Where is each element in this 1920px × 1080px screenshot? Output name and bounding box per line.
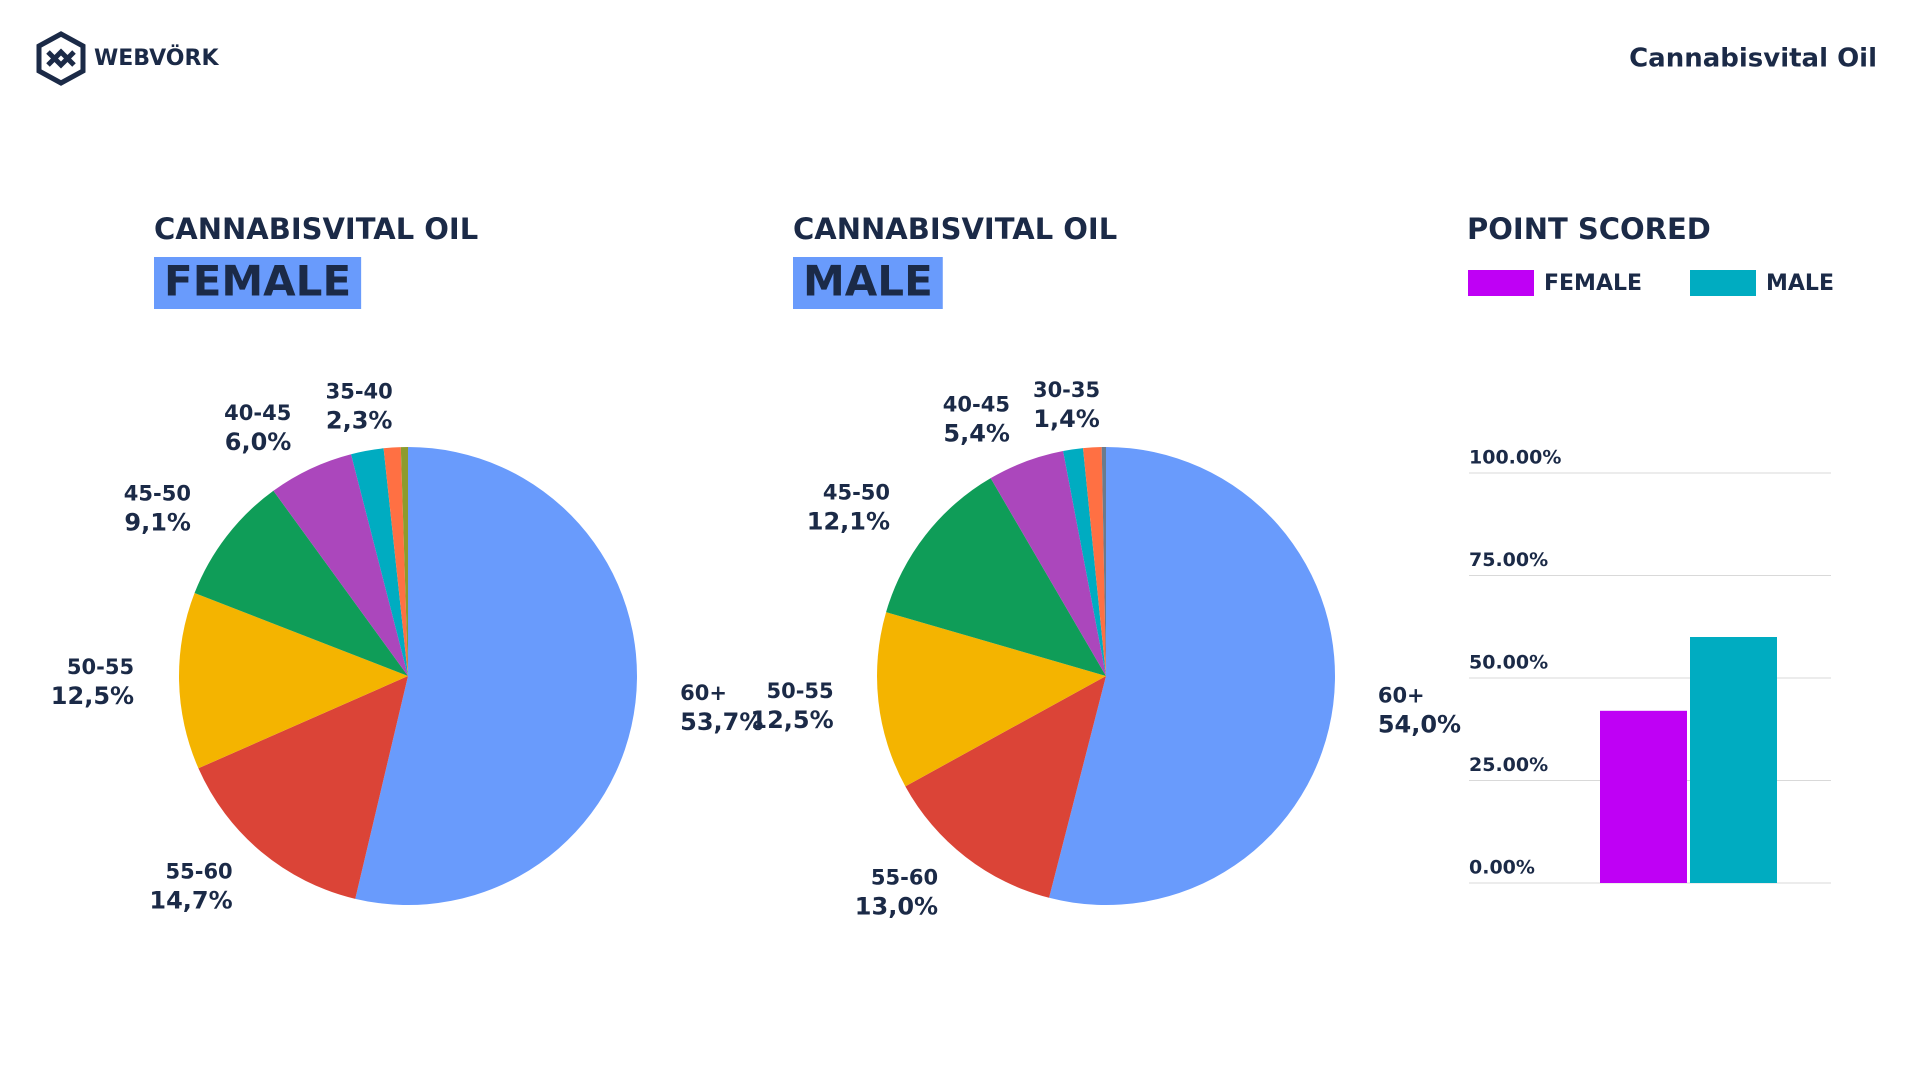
logo-text: WEBVÖRK — [94, 45, 219, 71]
slice-category: 35-40 — [326, 379, 393, 403]
slice-value-label: 54,0% — [1378, 710, 1461, 738]
slice-category: 45-50 — [124, 482, 191, 506]
slice-value-label: 53,7% — [680, 708, 763, 736]
slice-category: 55-60 — [871, 866, 938, 890]
bar — [1690, 637, 1777, 883]
pie-slice — [198, 676, 408, 899]
subtitle-box — [793, 257, 943, 309]
slice-category: 60+ — [680, 681, 727, 705]
chart-title: CANNABISVITAL OIL — [154, 212, 478, 246]
y-tick-label: 0.00% — [1469, 857, 1535, 879]
pie-slice — [990, 451, 1106, 676]
slice-category: 30-35 — [1033, 378, 1100, 402]
slice-category: 40-45 — [943, 392, 1010, 416]
slice-value-label: 12,5% — [750, 706, 833, 734]
slice-value-label: 9,1% — [124, 509, 191, 537]
slice-value-label: 1,4% — [1033, 405, 1100, 433]
slice-category: 50-55 — [67, 655, 134, 679]
pie-slice — [905, 676, 1106, 898]
legend-label: MALE — [1766, 271, 1834, 296]
bar — [1600, 710, 1687, 883]
y-tick-label: 50.00% — [1469, 652, 1548, 674]
chart-title: POINT SCORED — [1467, 212, 1711, 246]
legend-label: FEMALE — [1544, 271, 1642, 296]
legend-swatch — [1690, 270, 1756, 296]
slice-value-label: 14,7% — [149, 887, 232, 915]
chart-subtitle: MALE — [803, 257, 933, 306]
pie-slice — [383, 447, 408, 676]
pie-slice — [194, 490, 408, 676]
pie-slice — [351, 448, 408, 676]
logo-icon — [36, 31, 86, 86]
subtitle-box — [154, 257, 362, 309]
slice-value-label: 2,3% — [326, 406, 393, 434]
slice-value-label: 12,1% — [807, 507, 890, 535]
pie-slice — [355, 447, 637, 905]
slice-value-label: 5,4% — [943, 419, 1010, 447]
y-tick-label: 100.00% — [1469, 447, 1561, 469]
chart-title: CANNABISVITAL OIL — [793, 212, 1117, 246]
pie-slice — [1101, 447, 1106, 676]
legend-swatch — [1468, 270, 1534, 296]
pie-slice — [1083, 447, 1106, 676]
slice-category: 60+ — [1378, 683, 1425, 707]
pie-slice — [179, 593, 408, 769]
slice-value-label: 12,5% — [51, 682, 134, 710]
y-tick-label: 25.00% — [1469, 754, 1548, 776]
slice-value-label: 6,0% — [225, 428, 292, 456]
pie-slice — [273, 454, 408, 676]
pie-slice — [1049, 447, 1335, 905]
chart-subtitle: FEMALE — [164, 257, 351, 306]
pie-slice — [1063, 448, 1106, 676]
slice-category: 45-50 — [823, 480, 890, 504]
slice-category: 50-55 — [766, 679, 833, 703]
pie-slice — [400, 447, 408, 676]
y-tick-label: 75.00% — [1469, 549, 1548, 571]
slice-category: 55-60 — [166, 860, 233, 884]
slice-value-label: 13,0% — [855, 893, 938, 921]
product-name: Cannabisvital Oil — [1629, 44, 1877, 74]
pie-slice — [886, 478, 1106, 676]
slice-category: 40-45 — [224, 401, 291, 425]
pie-slice — [877, 612, 1106, 787]
